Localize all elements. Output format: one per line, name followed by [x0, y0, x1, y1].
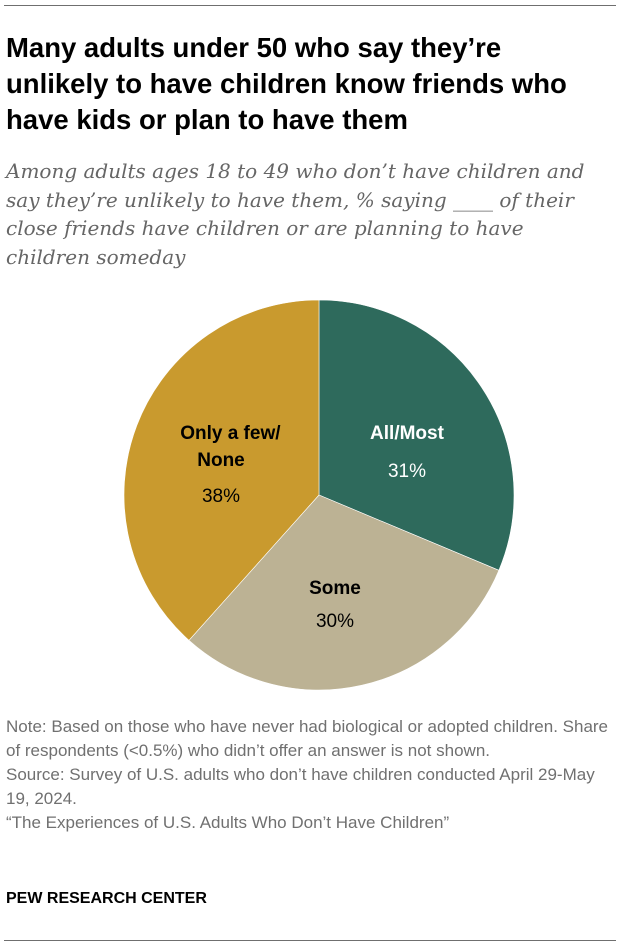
- pie-slice-only-a-few-none: [123, 299, 320, 641]
- slice-name-all-most: All/Most: [370, 423, 445, 444]
- slice-label-all-most: All/Most 31%: [370, 423, 445, 482]
- bottom-rule: [4, 940, 616, 941]
- pie-slice-all-most: [318, 299, 515, 571]
- top-rule: [4, 5, 616, 6]
- pie-slices: [123, 299, 515, 691]
- slice-value-some: 30%: [316, 611, 354, 632]
- slice-label-only-a-few-none: Only a few/ None 38%: [180, 423, 286, 507]
- chart-subtitle: Among adults ages 18 to 49 who don’t hav…: [6, 159, 585, 269]
- chart-title: Many adults under 50 who say they’re unl…: [6, 32, 567, 135]
- slice-label-some: Some 30%: [309, 578, 361, 632]
- note-text: Note: Based on those who have never had …: [6, 717, 613, 760]
- pie-chart: All/Most 31% Some 30% Only a few/ None 3…: [123, 299, 515, 691]
- slice-value-only-a-few-none: 38%: [202, 486, 240, 507]
- report-title: “The Experiences of U.S. Adults Who Don’…: [6, 813, 450, 832]
- source-text: Source: Survey of U.S. adults who don’t …: [6, 765, 600, 808]
- footnotes: Note: Based on those who have never had …: [6, 715, 610, 835]
- slice-name-some: Some: [309, 578, 361, 599]
- slice-value-all-most: 31%: [388, 461, 426, 482]
- pie-slice-some: [188, 494, 500, 691]
- slice-name-only-a-few-none: Only a few/ None: [180, 423, 286, 471]
- brand-name: PEW RESEARCH CENTER: [6, 890, 207, 907]
